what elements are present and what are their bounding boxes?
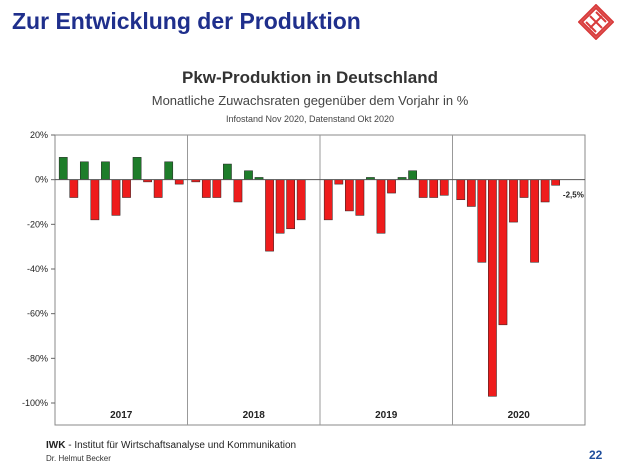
- bar: [466, 179, 476, 207]
- footer-organization: IWK - Institut für Wirtschaftsanalyse un…: [46, 440, 296, 451]
- bar: [101, 161, 110, 180]
- chart-note: Infostand Nov 2020, Datenstand Okt 2020: [225, 114, 395, 124]
- bar: [201, 179, 211, 198]
- bar: [429, 179, 439, 198]
- bar: [334, 179, 344, 185]
- y-tick-label: -20%: [27, 219, 48, 229]
- bar: [79, 161, 89, 180]
- bar: [122, 179, 131, 198]
- year-label: 2020: [508, 410, 531, 421]
- bar: [519, 179, 529, 198]
- bar: [344, 179, 354, 212]
- bar: [212, 179, 222, 198]
- bar: [551, 179, 561, 186]
- bar: [509, 179, 518, 223]
- bar: [296, 179, 306, 221]
- year-label: 2017: [110, 410, 133, 421]
- year-label: 2019: [375, 410, 398, 421]
- bar: [244, 170, 253, 180]
- bar: [323, 179, 333, 221]
- bar: [111, 179, 121, 216]
- chart-title: Pkw-Produktion in Deutschland: [182, 68, 438, 87]
- chart-subtitle: Monatliche Zuwachsraten gegenüber dem Vo…: [151, 93, 469, 108]
- bar: [355, 179, 365, 216]
- bar: [90, 179, 100, 221]
- bar: [58, 157, 68, 180]
- value-annotation: -2,5%: [563, 190, 584, 199]
- bar: [69, 179, 79, 198]
- bar: [174, 179, 184, 185]
- footer-org-abbr: IWK: [46, 440, 66, 451]
- y-tick-label: 0%: [35, 175, 48, 185]
- bar: [286, 179, 296, 230]
- footer-author: Dr. Helmut Becker: [46, 454, 111, 463]
- bar: [439, 179, 449, 196]
- bar: [488, 179, 497, 397]
- slide-title: Zur Entwicklung der Produktion: [12, 8, 361, 34]
- footer-org-name: - Institut für Wirtschaftsanalyse und Ko…: [68, 440, 297, 451]
- bar: [540, 179, 550, 203]
- bar: [418, 179, 428, 198]
- y-tick-label: -60%: [27, 309, 48, 319]
- bar: [275, 179, 285, 234]
- bar: [387, 179, 396, 194]
- bar: [376, 179, 386, 234]
- year-label: 2018: [243, 410, 266, 421]
- y-tick-label: 20%: [30, 130, 48, 140]
- bar: [223, 163, 232, 180]
- page-number: 22: [589, 448, 603, 462]
- bar: [477, 179, 487, 263]
- bar: [164, 161, 174, 180]
- bar: [498, 179, 508, 326]
- bar: [456, 179, 466, 201]
- bar: [530, 179, 539, 263]
- bar: [233, 179, 243, 203]
- iwk-logo-icon: [578, 4, 614, 40]
- bar: [132, 157, 142, 180]
- bar: [408, 170, 417, 180]
- bar: [265, 179, 274, 252]
- y-tick-label: -40%: [27, 264, 48, 274]
- bar: [153, 179, 163, 198]
- y-tick-label: -100%: [22, 398, 48, 408]
- y-tick-label: -80%: [27, 353, 48, 363]
